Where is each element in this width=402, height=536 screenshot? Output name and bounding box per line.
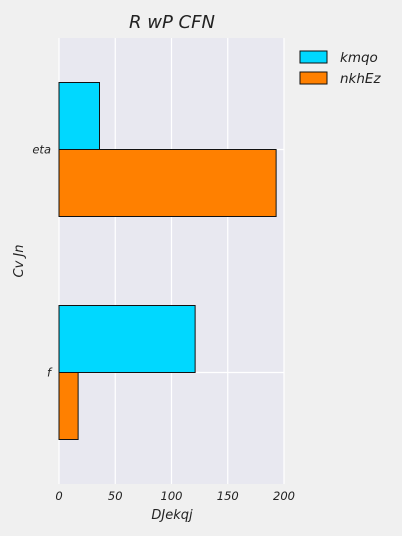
x-tick-label-2: 100 xyxy=(161,489,183,503)
bar-kmqo-eta xyxy=(58,82,100,150)
y-axis-label: Cv Jn xyxy=(12,245,27,278)
y-tick-label-1: f xyxy=(47,366,53,380)
legend-label-kmqo: kmqo xyxy=(340,50,378,66)
x-tick-label-0: 0 xyxy=(55,489,62,503)
legend: kmqo nkhEz xyxy=(299,50,381,87)
legend-swatch-kmqo xyxy=(299,50,328,64)
x-tick-label-4: 200 xyxy=(273,489,295,503)
bar-nkhEz-f xyxy=(58,372,79,440)
chart-title: R wP CFN xyxy=(129,12,215,33)
bar-nkhEz-eta xyxy=(58,149,277,217)
bars xyxy=(58,82,277,440)
bar-kmqo-f xyxy=(58,305,196,373)
legend-label-nkhEz: nkhEz xyxy=(340,71,381,87)
y-tick-label-0: eta xyxy=(32,143,51,157)
legend-swatch-nkhEz xyxy=(299,71,328,85)
x-tick-label-3: 150 xyxy=(217,489,239,503)
x-axis-label: DJekqj xyxy=(151,508,193,523)
x-tick-label-1: 50 xyxy=(108,489,123,503)
x-ticks: 0 50 100 150 200 xyxy=(55,489,295,503)
y-ticks: eta f xyxy=(32,143,53,380)
